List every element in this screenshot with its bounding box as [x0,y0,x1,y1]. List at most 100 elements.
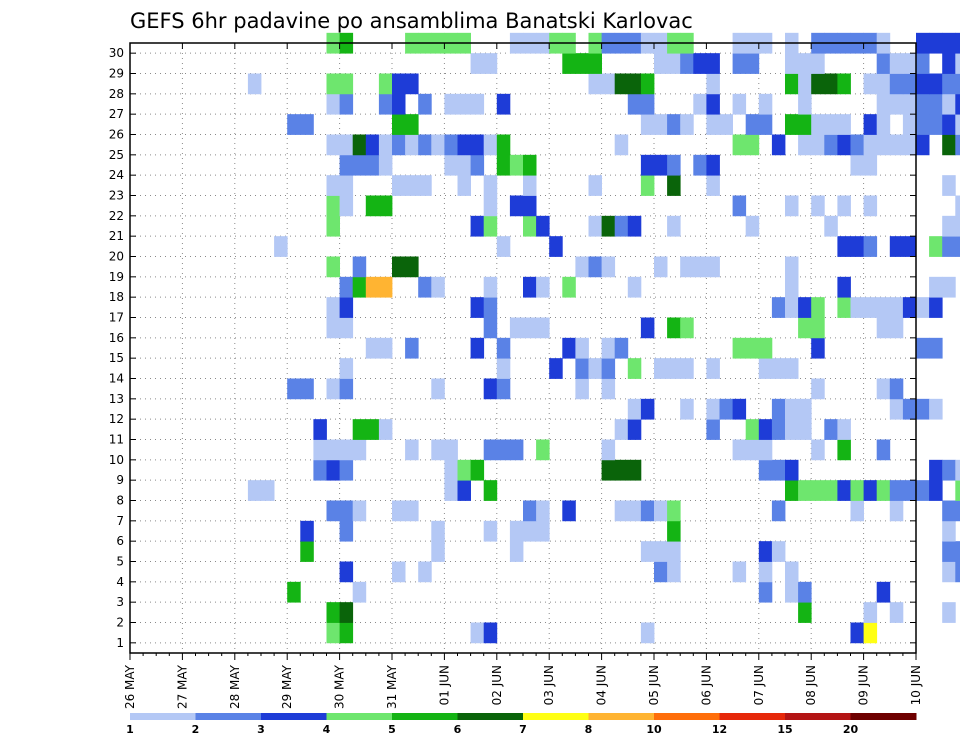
data-cell [798,480,812,501]
data-cell [392,256,406,278]
data-cell [640,398,655,420]
data-cell [326,215,340,237]
data-cell [798,419,812,440]
legend-swatch [326,713,393,720]
data-cell [601,358,616,379]
data-cell [837,236,851,257]
data-cell [365,419,380,440]
data-cell [627,459,642,481]
data-cell [405,500,419,522]
data-cell [798,53,812,74]
data-cell [562,337,576,359]
data-cell [326,256,340,278]
data-cell [955,500,960,522]
data-cell [863,195,878,217]
legend-swatch [719,713,786,720]
data-cell [640,73,655,95]
y-tick-label: 27 [109,107,124,121]
data-cell [470,53,485,74]
data-cell [929,297,943,318]
data-cell [627,215,642,237]
data-cell [654,154,668,176]
data-cell [536,439,550,461]
data-cell [457,459,471,481]
data-cell [745,439,760,461]
data-cell [496,236,511,257]
data-cell [326,195,340,217]
data-cell [405,134,419,156]
legend-label: 10 [646,723,662,736]
data-cell [693,256,707,278]
data-cell [732,134,747,156]
data-cell [706,114,720,135]
data-cell [785,561,799,583]
data-cell [627,500,642,522]
data-cell [483,134,498,156]
data-cell [496,439,511,461]
y-axis: 1234567891011121314151617181920212223242… [109,46,916,650]
data-cell [798,134,812,156]
data-cell [313,439,327,461]
data-cell [523,175,537,196]
data-cell [876,73,891,95]
data-cell [889,602,904,623]
data-cell [785,480,799,501]
data-cell [352,134,367,156]
data-cell [392,500,406,522]
data-cell [601,378,616,400]
data-cell [798,297,812,318]
data-cell [654,53,668,74]
data-cell [483,378,498,400]
y-tick-label: 7 [116,514,124,528]
data-cell [431,520,445,542]
data-cell [300,114,314,135]
data-cell [811,53,825,74]
data-cell [431,439,445,461]
data-cell [496,337,511,359]
data-cell [811,480,825,501]
data-cell [247,480,262,501]
y-tick-label: 2 [116,616,124,630]
data-cell [745,114,760,135]
data-cell [876,93,891,115]
data-cell [640,93,655,115]
data-cell [706,53,720,74]
data-cell [942,93,956,115]
data-cell [339,378,354,400]
legend-swatch [523,713,589,720]
data-cell [339,561,354,583]
data-cell [640,541,655,562]
data-cell [339,154,354,176]
data-cell [378,337,393,359]
data-cell [876,53,891,74]
y-tick-label: 9 [116,473,124,487]
data-cell [549,236,563,257]
data-cell [627,73,642,95]
data-cell [693,93,707,115]
data-cell [758,541,773,562]
data-cell [798,398,812,420]
y-tick-label: 26 [109,128,124,142]
data-cell [889,134,904,156]
data-cell [850,297,864,318]
data-cell [352,419,367,440]
data-cell [942,602,956,623]
data-cell [654,541,668,562]
data-cell [339,520,354,542]
data-cell [431,276,445,298]
data-cell [889,73,904,95]
data-cell [667,53,681,74]
data-cell [745,215,760,237]
x-tick-label: 06 JUN [699,665,713,705]
data-cell [326,500,340,522]
legend-label: 8 [585,723,593,736]
data-cell [536,276,550,298]
data-cell [785,256,799,278]
data-cell [667,561,681,583]
data-cell [811,317,825,339]
data-cell [392,73,406,95]
data-cell [916,73,930,95]
legend-label: 6 [454,723,462,736]
data-cell [483,195,498,217]
legend-label: 12 [712,723,727,736]
